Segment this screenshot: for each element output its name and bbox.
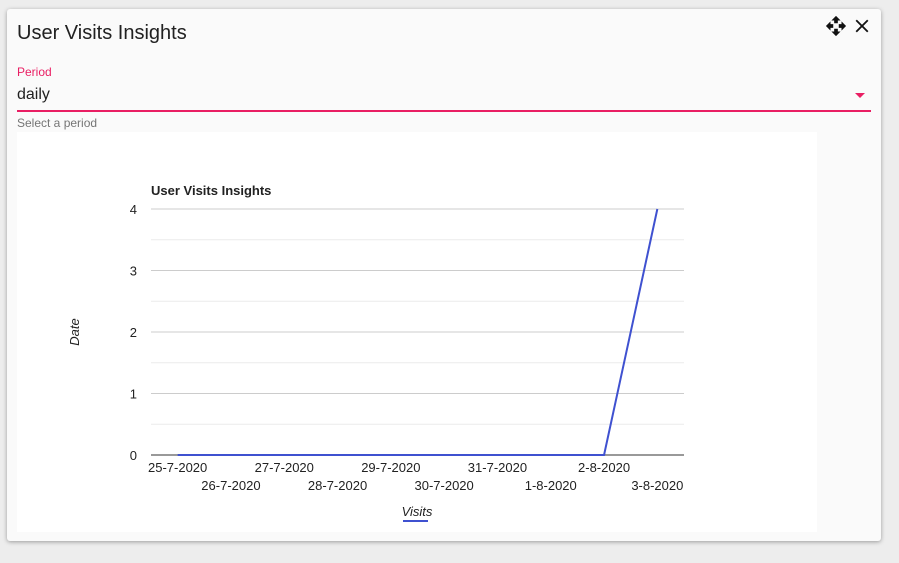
x-tick-label: 25-7-2020 bbox=[148, 460, 207, 475]
period-label: Period bbox=[17, 65, 52, 79]
card-actions bbox=[825, 15, 873, 37]
x-tick-label: 29-7-2020 bbox=[361, 460, 420, 475]
period-field: Period daily Select a period bbox=[17, 65, 871, 130]
y-tick-label: 0 bbox=[130, 448, 137, 463]
chevron-down-icon[interactable] bbox=[855, 93, 865, 98]
x-tick-label: 31-7-2020 bbox=[468, 460, 527, 475]
period-select[interactable]: daily bbox=[17, 80, 871, 112]
y-axis-label: Date bbox=[67, 318, 82, 345]
x-axis-label: Visits bbox=[402, 504, 433, 519]
x-tick-label: 26-7-2020 bbox=[201, 478, 260, 493]
chart-title: User Visits Insights bbox=[151, 183, 271, 198]
y-tick-label: 2 bbox=[130, 325, 137, 340]
x-tick-label: 2-8-2020 bbox=[578, 460, 630, 475]
y-tick-label: 4 bbox=[130, 202, 137, 217]
x-tick-label: 3-8-2020 bbox=[631, 478, 683, 493]
chart-container: User Visits Insights Date Visits 0 1 2 3 4 2… bbox=[17, 132, 817, 532]
card-title: User Visits Insights bbox=[17, 22, 187, 44]
move-icon[interactable] bbox=[825, 15, 847, 37]
insights-card: User Visits Insights Period daily Select… bbox=[7, 9, 881, 541]
y-tick-label: 1 bbox=[130, 387, 137, 402]
visits-chart: User Visits Insights Date Visits 0 1 2 3 4 2… bbox=[67, 183, 684, 522]
y-tick-label: 3 bbox=[130, 264, 137, 279]
x-tick-label: 28-7-2020 bbox=[308, 478, 367, 493]
series-line bbox=[177, 208, 659, 456]
x-tick-label: 1-8-2020 bbox=[525, 478, 577, 493]
period-hint: Select a period bbox=[17, 116, 98, 130]
x-tick-label: 30-7-2020 bbox=[415, 478, 474, 493]
close-icon[interactable] bbox=[851, 15, 873, 37]
period-value: daily bbox=[17, 86, 50, 103]
x-tick-label: 27-7-2020 bbox=[255, 460, 314, 475]
